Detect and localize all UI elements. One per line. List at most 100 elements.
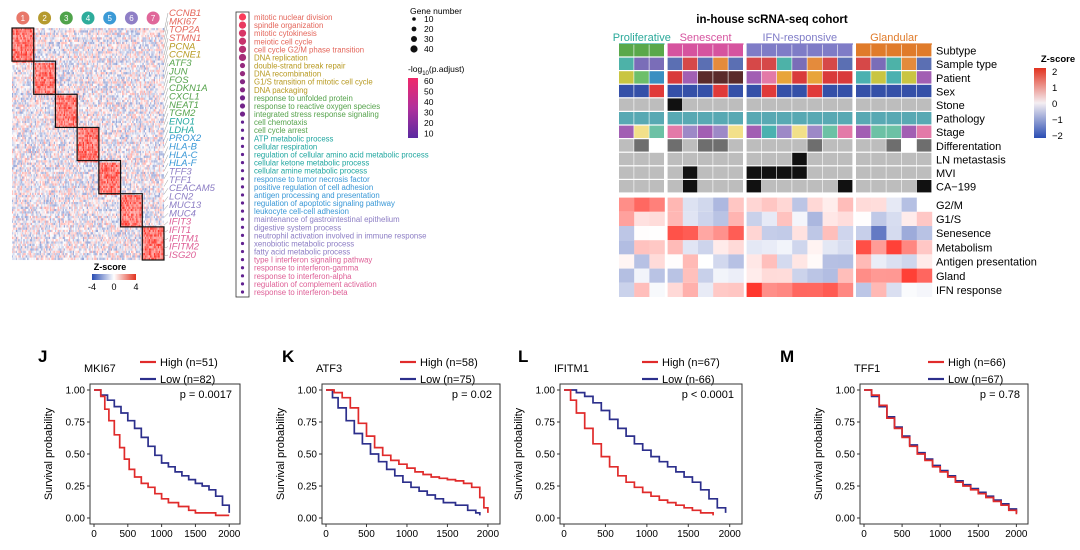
heatmap-cell bbox=[138, 62, 140, 66]
heatmap-cell bbox=[112, 74, 114, 77]
heatmap-cell bbox=[145, 113, 147, 117]
heatmap-cell bbox=[27, 55, 29, 59]
heatmap-cell bbox=[124, 111, 127, 114]
heatmap-cell bbox=[31, 86, 33, 89]
heatmap-cell bbox=[61, 81, 63, 84]
heatmap-cell bbox=[27, 111, 29, 114]
heatmap-cell bbox=[153, 51, 156, 54]
heatmap-cell bbox=[93, 79, 95, 82]
heatmap-cell bbox=[152, 55, 154, 59]
heatmap-cell bbox=[48, 28, 51, 31]
heatmap-cell bbox=[34, 58, 37, 61]
heatmap-cell bbox=[101, 39, 104, 42]
heatmap-cell bbox=[91, 95, 94, 98]
heatmap-cell bbox=[123, 32, 125, 36]
heatmap-cell bbox=[51, 111, 53, 114]
heatmap-cell bbox=[31, 88, 33, 91]
heatmap-cell bbox=[75, 104, 77, 107]
heatmap-cell bbox=[155, 46, 157, 49]
heatmap-cell bbox=[131, 86, 133, 89]
heatmap-cell bbox=[48, 58, 51, 61]
heatmap-cell bbox=[104, 58, 106, 61]
heatmap-cell bbox=[93, 113, 95, 117]
heatmap-cell bbox=[103, 79, 105, 82]
heatmap-cell bbox=[161, 48, 163, 52]
heatmap-cell bbox=[107, 32, 109, 36]
heatmap-cell bbox=[32, 65, 34, 68]
heatmap-cell bbox=[80, 95, 82, 98]
heatmap-cell bbox=[50, 48, 52, 52]
heatmap-cell bbox=[63, 37, 66, 40]
heatmap-cell bbox=[117, 37, 119, 40]
heatmap-cell bbox=[58, 48, 61, 52]
heatmap-cell bbox=[38, 69, 40, 73]
heatmap-cell bbox=[62, 99, 64, 103]
heatmap-cell bbox=[61, 53, 63, 56]
heatmap-cell bbox=[80, 104, 82, 107]
heatmap-cell bbox=[162, 37, 165, 40]
heatmap-cell bbox=[20, 111, 23, 114]
heatmap-cell bbox=[48, 62, 51, 66]
heatmap-cell bbox=[152, 48, 154, 52]
heatmap-cell bbox=[104, 62, 106, 66]
heatmap-cell bbox=[20, 39, 23, 42]
heatmap-cell bbox=[107, 48, 109, 52]
heatmap-cell bbox=[47, 88, 49, 91]
heatmap-cell bbox=[43, 109, 45, 112]
heatmap-cell bbox=[37, 106, 39, 110]
heatmap-cell bbox=[52, 120, 54, 124]
heatmap-cell bbox=[76, 46, 78, 49]
heatmap-cell bbox=[31, 102, 33, 105]
heatmap-cell bbox=[36, 111, 38, 114]
heatmap-cell bbox=[27, 86, 29, 89]
heatmap-cell bbox=[141, 69, 143, 73]
heatmap-cell bbox=[139, 55, 142, 59]
heatmap-cell bbox=[46, 28, 48, 31]
heatmap-cell bbox=[72, 81, 75, 84]
heatmap-cell bbox=[155, 60, 157, 63]
heatmap-cell bbox=[31, 92, 33, 96]
heatmap-cell bbox=[129, 102, 132, 105]
heatmap-cell bbox=[60, 37, 62, 40]
heatmap-cell bbox=[145, 74, 147, 77]
heatmap-cell bbox=[138, 41, 140, 45]
heatmap-cell bbox=[110, 74, 113, 77]
heatmap-cell bbox=[17, 97, 19, 100]
heatmap-cell bbox=[17, 116, 19, 119]
heatmap-cell bbox=[98, 97, 100, 100]
heatmap-cell bbox=[88, 86, 90, 89]
heatmap-cell bbox=[129, 88, 132, 91]
heatmap-cell bbox=[101, 44, 104, 47]
heatmap-cell bbox=[31, 83, 33, 87]
heatmap-cell bbox=[105, 102, 108, 105]
heatmap-cell bbox=[105, 58, 108, 61]
heatmap-cell bbox=[133, 86, 135, 89]
heatmap-cell bbox=[90, 109, 92, 112]
heatmap-cell bbox=[23, 81, 25, 84]
heatmap-cell bbox=[94, 92, 96, 96]
heatmap-cell bbox=[71, 30, 73, 33]
heatmap-cell bbox=[50, 37, 52, 40]
heatmap-cell bbox=[101, 86, 104, 89]
heatmap-cell bbox=[118, 58, 120, 61]
heatmap-cell bbox=[129, 60, 132, 63]
heatmap-cell bbox=[85, 48, 87, 52]
heatmap-cell bbox=[79, 44, 81, 47]
heatmap-cell bbox=[39, 51, 42, 54]
heatmap-cell bbox=[90, 111, 92, 114]
heatmap-cell bbox=[39, 69, 42, 73]
heatmap-cell bbox=[151, 90, 153, 94]
heatmap-cell bbox=[138, 86, 140, 89]
heatmap-cell bbox=[131, 30, 133, 33]
heatmap-cell bbox=[18, 120, 20, 124]
heatmap-cell bbox=[72, 53, 75, 56]
heatmap-cell bbox=[63, 58, 66, 61]
heatmap-cell bbox=[141, 48, 143, 52]
heatmap-cell bbox=[128, 81, 130, 84]
heatmap-cell bbox=[77, 79, 80, 82]
heatmap-cell bbox=[109, 51, 111, 54]
heatmap-cell bbox=[56, 95, 58, 98]
heatmap-cell bbox=[157, 92, 159, 96]
heatmap-cell bbox=[108, 99, 110, 103]
heatmap-cell bbox=[147, 113, 149, 117]
